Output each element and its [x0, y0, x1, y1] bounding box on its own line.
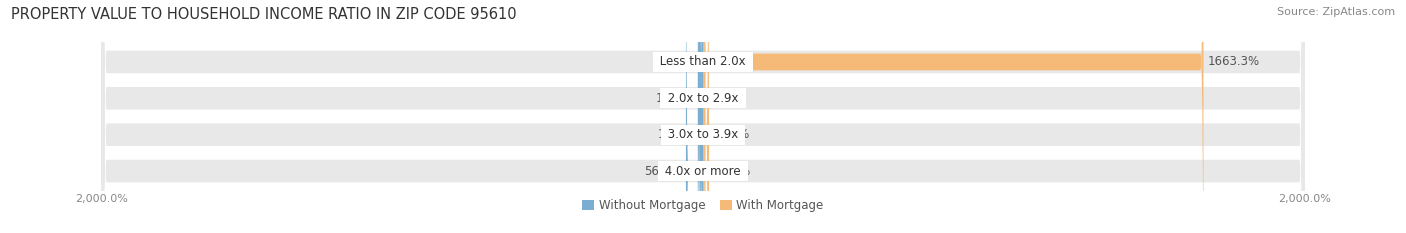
Text: 56.7%: 56.7% — [644, 164, 682, 178]
FancyBboxPatch shape — [101, 0, 1305, 233]
FancyBboxPatch shape — [699, 0, 703, 233]
Legend: Without Mortgage, With Mortgage: Without Mortgage, With Mortgage — [582, 199, 824, 212]
Text: 17.3%: 17.3% — [657, 92, 693, 105]
Text: 20.2%: 20.2% — [714, 164, 751, 178]
FancyBboxPatch shape — [101, 0, 1305, 233]
FancyBboxPatch shape — [686, 0, 703, 233]
FancyBboxPatch shape — [101, 0, 1305, 233]
FancyBboxPatch shape — [703, 0, 706, 233]
Text: 18.6%: 18.6% — [713, 128, 751, 141]
FancyBboxPatch shape — [703, 0, 709, 233]
Text: Source: ZipAtlas.com: Source: ZipAtlas.com — [1277, 7, 1395, 17]
FancyBboxPatch shape — [703, 0, 1204, 233]
Text: 10.8%: 10.8% — [658, 128, 695, 141]
Text: PROPERTY VALUE TO HOUSEHOLD INCOME RATIO IN ZIP CODE 95610: PROPERTY VALUE TO HOUSEHOLD INCOME RATIO… — [11, 7, 517, 22]
Text: 2.0x to 2.9x: 2.0x to 2.9x — [664, 92, 742, 105]
Text: 4.0x or more: 4.0x or more — [661, 164, 745, 178]
FancyBboxPatch shape — [703, 0, 709, 233]
FancyBboxPatch shape — [700, 0, 703, 233]
Text: Less than 2.0x: Less than 2.0x — [657, 55, 749, 69]
Text: 13.2%: 13.2% — [657, 55, 695, 69]
FancyBboxPatch shape — [697, 0, 703, 233]
Text: 8.6%: 8.6% — [710, 92, 740, 105]
Text: 3.0x to 3.9x: 3.0x to 3.9x — [664, 128, 742, 141]
FancyBboxPatch shape — [101, 0, 1305, 233]
Text: 1663.3%: 1663.3% — [1208, 55, 1260, 69]
